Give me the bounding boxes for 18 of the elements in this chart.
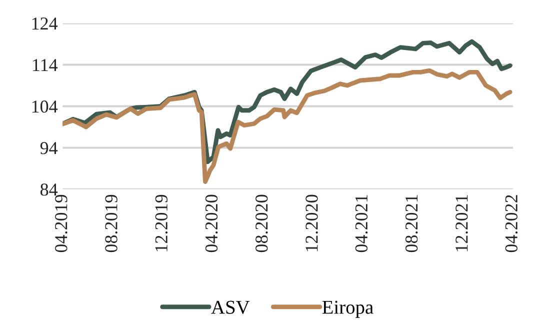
y-tick-label: 124: [32, 18, 58, 30]
x-tick-label: 08.2020: [256, 194, 268, 252]
y-tick-label: 94: [40, 142, 58, 154]
x-tick-label: 04.2021: [355, 195, 368, 252]
x-tick-label: 08.2021: [405, 195, 418, 252]
legend-label: Eiropa: [322, 300, 374, 318]
x-tick-label: 04.2022: [505, 195, 518, 252]
x-tick-label: 12.2019: [155, 194, 168, 252]
y-tick-label: 84: [40, 183, 58, 196]
x-tick-label: 04.2019: [55, 194, 68, 252]
x-tick-label: 08.2019: [105, 194, 118, 252]
y-tick-label: 114: [33, 59, 58, 72]
legend-label: ASV: [211, 300, 250, 314]
y-tick-label: 104: [32, 100, 58, 113]
line-series: [62, 68, 512, 184]
x-tick-label: 12.2021: [456, 195, 468, 252]
x-tick-label: 12.2020: [306, 194, 318, 252]
x-tick-label: 04.2020: [205, 194, 218, 252]
